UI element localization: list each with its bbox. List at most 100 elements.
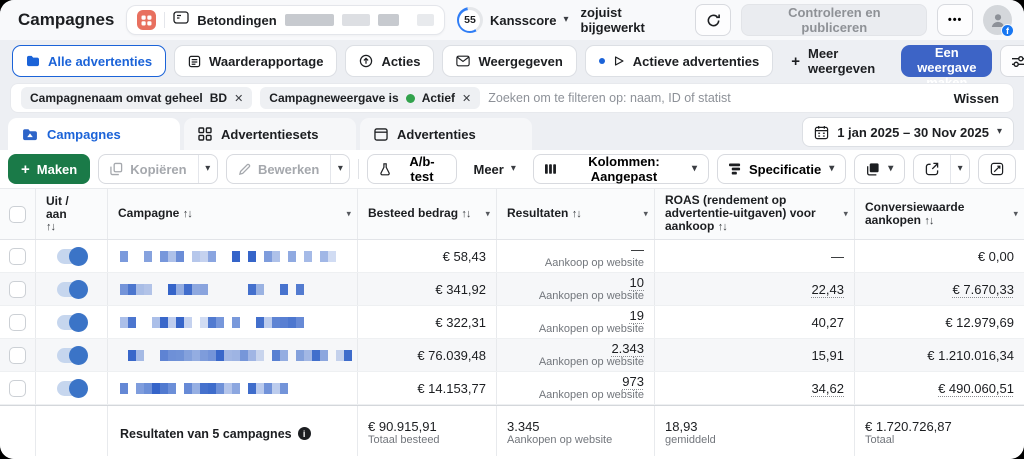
row-checkbox[interactable]: [9, 346, 26, 364]
columns-button[interactable]: Kolommen: Aangepast ▾: [532, 154, 709, 184]
edit-dropdown-button[interactable]: ▾: [330, 155, 349, 183]
account-selector[interactable]: Betondingen: [126, 5, 445, 35]
sort-icon[interactable]: ↑↓: [924, 214, 934, 227]
filter-chip-campaign-view[interactable]: Campagneweergave is Actief ✕: [260, 87, 481, 109]
ab-test-button[interactable]: A/b-test: [367, 154, 457, 184]
campaign-name-redacted[interactable]: [120, 382, 288, 394]
plus-icon: +: [791, 52, 800, 70]
horizontal-scrollbar: [0, 456, 1024, 459]
view-tab-value-report[interactable]: Waarderapportage: [174, 45, 338, 77]
tab-label: Advertentiesets: [221, 126, 319, 142]
campaign-toggle[interactable]: [56, 246, 88, 266]
view-tab-actions[interactable]: Acties: [345, 45, 435, 77]
filter-search-input[interactable]: [488, 91, 946, 105]
row-checkbox[interactable]: [9, 280, 26, 298]
chip-value: BD: [209, 91, 228, 105]
sort-icon[interactable]: ↑↓: [182, 208, 193, 220]
create-view-button[interactable]: Een weergave maken: [901, 45, 993, 90]
chip-value: Actief: [421, 91, 456, 105]
blue-dot-icon: [598, 58, 605, 64]
avatar[interactable]: f: [983, 5, 1014, 37]
sliders-icon: [1011, 55, 1024, 67]
roas-average-label: gemiddeld: [665, 433, 716, 446]
redacted-text: [341, 14, 371, 26]
refresh-button[interactable]: [695, 4, 732, 36]
campaign-toggle[interactable]: [56, 279, 88, 299]
view-tab-all-ads[interactable]: Alle advertenties: [12, 45, 167, 77]
campaign-name-redacted[interactable]: [120, 349, 352, 361]
column-header-onoff[interactable]: Uit / aan ↑↓: [36, 189, 108, 239]
chevron-down-icon[interactable]: ▾: [1013, 208, 1018, 219]
filter-chip-campaign-name[interactable]: Campagnenaam omvat geheel BD ✕: [21, 87, 253, 109]
chevron-down-icon: ▾: [829, 163, 835, 174]
chevron-down-icon: ▾: [888, 163, 894, 174]
clear-filters-button[interactable]: Wissen: [953, 90, 999, 106]
breakdown-button[interactable]: Specificatie ▾: [716, 154, 847, 184]
chevron-down-icon[interactable]: ▾: [346, 208, 351, 219]
sort-icon[interactable]: ↑↓: [571, 208, 582, 220]
duplicate-button[interactable]: Kopiëren: [99, 155, 197, 183]
row-checkbox[interactable]: [9, 313, 26, 331]
duplicate-dropdown-button[interactable]: ▾: [197, 155, 217, 183]
roas-value: 40,27: [811, 314, 844, 330]
tab-ads[interactable]: Advertenties: [360, 118, 532, 150]
spend-value: € 14.153,77: [417, 380, 486, 396]
select-all-checkbox[interactable]: [9, 205, 26, 223]
column-label: Conversiewaarde aankopen: [865, 199, 965, 227]
chevron-down-icon[interactable]: ▾: [843, 208, 848, 219]
roas-value: 15,91: [811, 347, 844, 363]
view-tab-active-ads[interactable]: Actieve advertenties: [584, 45, 774, 77]
close-icon[interactable]: ✕: [462, 92, 472, 105]
chevron-down-icon[interactable]: ▾: [643, 208, 648, 219]
more-button[interactable]: Meer ▾: [465, 154, 525, 184]
column-header-roas[interactable]: ROAS (rendement op advertentie-uitgaven)…: [655, 189, 855, 239]
table-row: € 76.039,48 2.343 Aankopen op website 15,…: [0, 339, 1024, 372]
export-button[interactable]: [914, 155, 950, 183]
chevron-down-icon[interactable]: ▾: [485, 208, 490, 219]
column-label: Resultaten: [507, 206, 569, 220]
column-header-campaign[interactable]: Campagne ↑↓ ▾: [108, 189, 358, 239]
column-header-results[interactable]: Resultaten ↑↓ ▾: [497, 189, 655, 239]
sort-icon[interactable]: ↑↓: [461, 208, 471, 220]
campaigns-table: Uit / aan ↑↓ Campagne ↑↓ ▾ Besteed bedra…: [0, 188, 1024, 459]
report-icon: [188, 55, 201, 67]
tab-adsets[interactable]: Advertentiesets: [184, 118, 356, 150]
more-options-button[interactable]: •••: [937, 4, 974, 36]
sort-icon[interactable]: ↑↓: [46, 220, 56, 233]
column-header-spend[interactable]: Besteed bedrag ↑↓ ▾: [358, 189, 497, 239]
plus-icon: +: [21, 160, 30, 178]
campaign-toggle[interactable]: [56, 378, 88, 398]
reports-button[interactable]: ▾: [854, 154, 906, 184]
show-more-views-button[interactable]: + Meer weergeven: [781, 46, 885, 76]
conversion-value: € 7.670,33: [952, 281, 1014, 297]
tab-campaigns[interactable]: Campagnes: [8, 118, 180, 150]
row-checkbox[interactable]: [9, 379, 26, 397]
spend-value: € 322,31: [435, 314, 486, 330]
play-icon: [614, 56, 624, 66]
close-icon[interactable]: ✕: [234, 92, 244, 105]
results-label: Aankopen op website: [538, 290, 644, 302]
export-dropdown-button[interactable]: ▾: [950, 155, 969, 183]
results-total-value: 3.345: [507, 418, 540, 434]
date-range-picker[interactable]: 1 jan 2025 – 30 Nov 2025 ▾: [802, 117, 1014, 147]
charts-button[interactable]: [978, 154, 1016, 184]
campaign-name-redacted[interactable]: [120, 283, 328, 295]
results-total-label: Aankopen op website: [507, 433, 613, 446]
columns-icon: [544, 164, 556, 174]
opportunity-score[interactable]: 55 Kansscore ▾: [456, 7, 569, 33]
row-checkbox[interactable]: [9, 247, 26, 265]
sort-icon[interactable]: ↑↓: [717, 221, 728, 233]
review-and-publish-button[interactable]: Controleren en publiceren: [741, 4, 928, 36]
campaign-toggle[interactable]: [56, 312, 88, 332]
campaign-name-redacted[interactable]: [120, 316, 312, 328]
export-icon: [926, 162, 939, 176]
create-button[interactable]: + Maken: [8, 154, 91, 184]
view-settings-button[interactable]: [1000, 45, 1024, 77]
view-tab-displayed[interactable]: Weergegeven: [442, 45, 577, 77]
info-icon[interactable]: i: [297, 427, 311, 440]
edit-button[interactable]: Bewerken: [227, 155, 330, 183]
column-header-conversion[interactable]: Conversiewaarde aankopen ↑↓ ▾: [855, 189, 1024, 239]
campaign-toggle[interactable]: [56, 345, 88, 365]
campaign-name-redacted[interactable]: [120, 250, 336, 262]
ad-frame-icon: [374, 127, 388, 141]
